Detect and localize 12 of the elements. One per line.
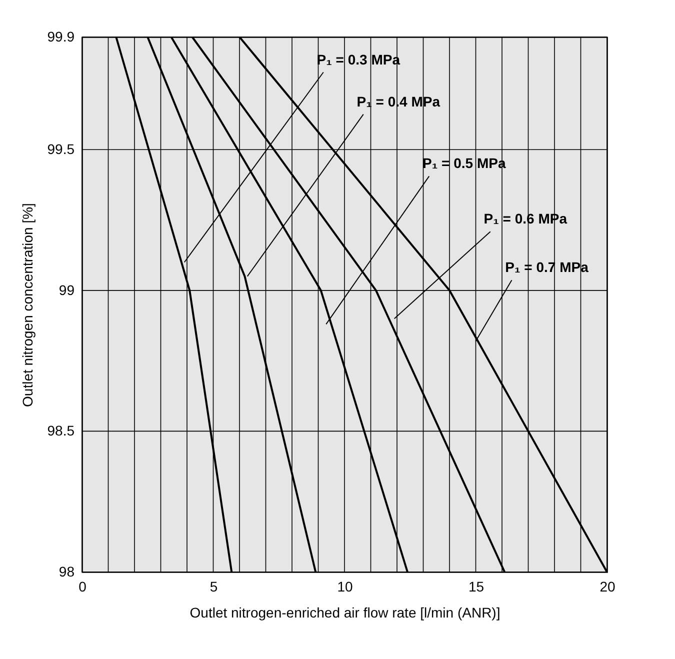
y-tick-label: 99.5 bbox=[47, 141, 75, 158]
x-axis-title: Outlet nitrogen-enriched air flow rate [l/min (ANR)] bbox=[190, 604, 500, 620]
x-tick-label: 10 bbox=[337, 578, 353, 594]
y-tick-label: 98.5 bbox=[47, 422, 75, 439]
y-axis-title: Outlet nitrogen concentration [%] bbox=[19, 203, 36, 407]
x-tick-label: 5 bbox=[210, 578, 218, 594]
y-tick-label: 98 bbox=[58, 564, 75, 580]
x-tick-label: 0 bbox=[78, 578, 87, 594]
y-tick-label: 99 bbox=[58, 282, 75, 298]
y-tick-label: 99.9 bbox=[47, 28, 75, 44]
x-tick-label: 20 bbox=[600, 578, 616, 594]
x-tick-label: 15 bbox=[468, 578, 484, 594]
